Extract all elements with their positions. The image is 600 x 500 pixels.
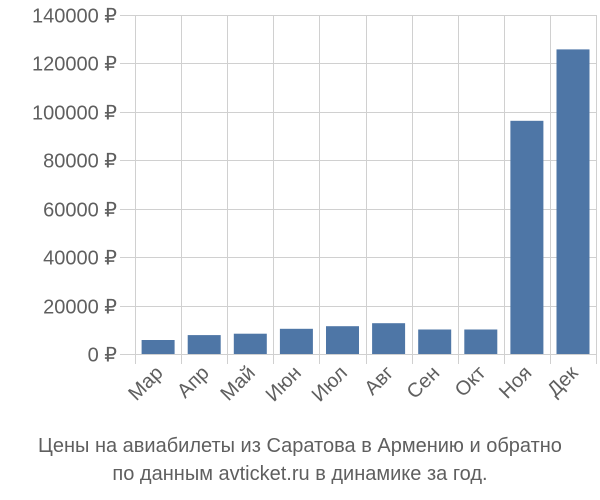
y-axis-tick-labels: 0 ₽ 20000 ₽ 40000 ₽ 60000 ₽ 80000 ₽ 100000 ₽ 1… — [32, 6, 117, 367]
caption-line-1: Цены на авиабилеты из Саратова в Армению… — [38, 435, 562, 457]
x-tick-label: Июн — [262, 362, 306, 406]
y-tick-label: 100000 ₽ — [32, 103, 117, 125]
bar — [418, 329, 452, 354]
caption-line-2: по данным avticket.ru в динамике за год. — [112, 463, 488, 485]
bar — [510, 120, 544, 354]
y-tick-label: 120000 ₽ — [32, 54, 117, 76]
x-tick-label: Авг — [360, 362, 398, 400]
x-tick-label: Мар — [124, 362, 167, 405]
bar — [187, 335, 221, 354]
x-tick-label: Апр — [173, 362, 214, 403]
bar — [556, 49, 590, 355]
x-tick-label: Окт — [451, 362, 490, 401]
bar — [141, 340, 175, 354]
bar — [279, 328, 313, 354]
bar-layer — [141, 49, 590, 355]
x-tick-label: Май — [217, 362, 260, 405]
x-tick-label: Ноя — [495, 362, 536, 403]
bar — [326, 326, 359, 354]
grid-layer — [120, 15, 597, 364]
bar — [233, 333, 267, 354]
price-bar-chart: 0 ₽ 20000 ₽ 40000 ₽ 60000 ₽ 80000 ₽ 100000 ₽ 1… — [32, 6, 597, 406]
x-tick-label: Июл — [308, 362, 352, 406]
x-axis-tick-labels: Мар Апр Май Июн Июл Авг Сен Окт Ноя Дек — [124, 362, 582, 406]
y-tick-label: 80000 ₽ — [43, 151, 117, 173]
y-tick-label: 60000 ₽ — [43, 200, 117, 222]
chart-caption: Цены на авиабилеты из Саратова в Армению… — [0, 432, 600, 488]
x-tick-label: Сен — [403, 362, 444, 403]
x-tick-label: Дек — [543, 362, 582, 401]
y-tick-label: 20000 ₽ — [43, 297, 117, 319]
y-tick-label: 0 ₽ — [88, 345, 118, 367]
y-tick-label: 140000 ₽ — [32, 6, 117, 28]
bar — [464, 329, 498, 354]
bar — [372, 323, 406, 354]
y-tick-label: 40000 ₽ — [43, 248, 117, 270]
